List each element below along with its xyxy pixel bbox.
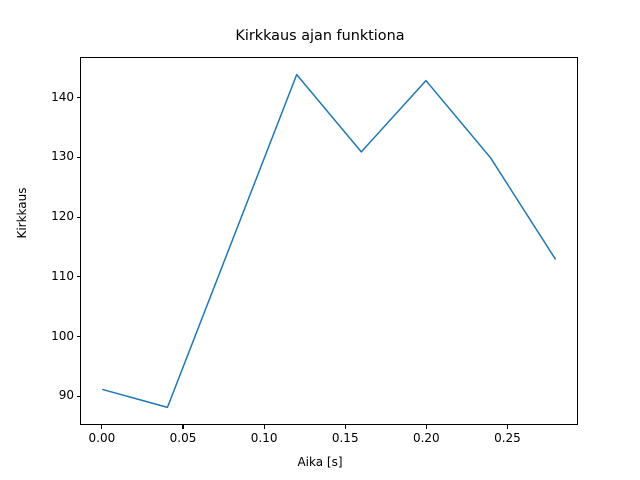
y-axis-label: Kirkkaus [15, 187, 29, 239]
x-tick-mark [263, 425, 265, 429]
y-tick-mark [76, 276, 80, 278]
x-tick-mark [182, 425, 184, 429]
y-tick-label: 140 [51, 89, 74, 104]
x-tick-mark [344, 425, 346, 429]
chart-title: Kirkkaus ajan funktiona [235, 28, 405, 44]
y-tick-mark [76, 156, 80, 158]
x-tick-mark [101, 425, 103, 429]
y-tick-mark [76, 395, 80, 397]
y-tick-label: 90 [58, 388, 74, 403]
x-tick-label: 0.00 [88, 431, 116, 445]
y-tick-mark [76, 216, 80, 218]
x-tick-label: 0.15 [331, 431, 359, 445]
data-series-line [102, 73, 556, 409]
y-tick-label: 130 [51, 149, 74, 164]
plot-axes [80, 57, 578, 425]
x-tick-label: 0.05 [169, 431, 197, 445]
x-tick-mark [425, 425, 427, 429]
y-tick-label: 120 [51, 209, 74, 224]
x-tick-label: 0.10 [250, 431, 278, 445]
x-axis-label: Aika [s] [297, 455, 343, 469]
x-tick-label: 0.20 [412, 431, 440, 445]
x-tick-mark [506, 425, 508, 429]
y-tick-label: 110 [51, 268, 74, 283]
data-line-layer [102, 73, 556, 409]
x-tick-label: 0.25 [494, 431, 521, 445]
y-tick-mark [76, 336, 80, 338]
y-tick-mark [76, 97, 80, 99]
y-tick-label: 100 [51, 328, 74, 343]
